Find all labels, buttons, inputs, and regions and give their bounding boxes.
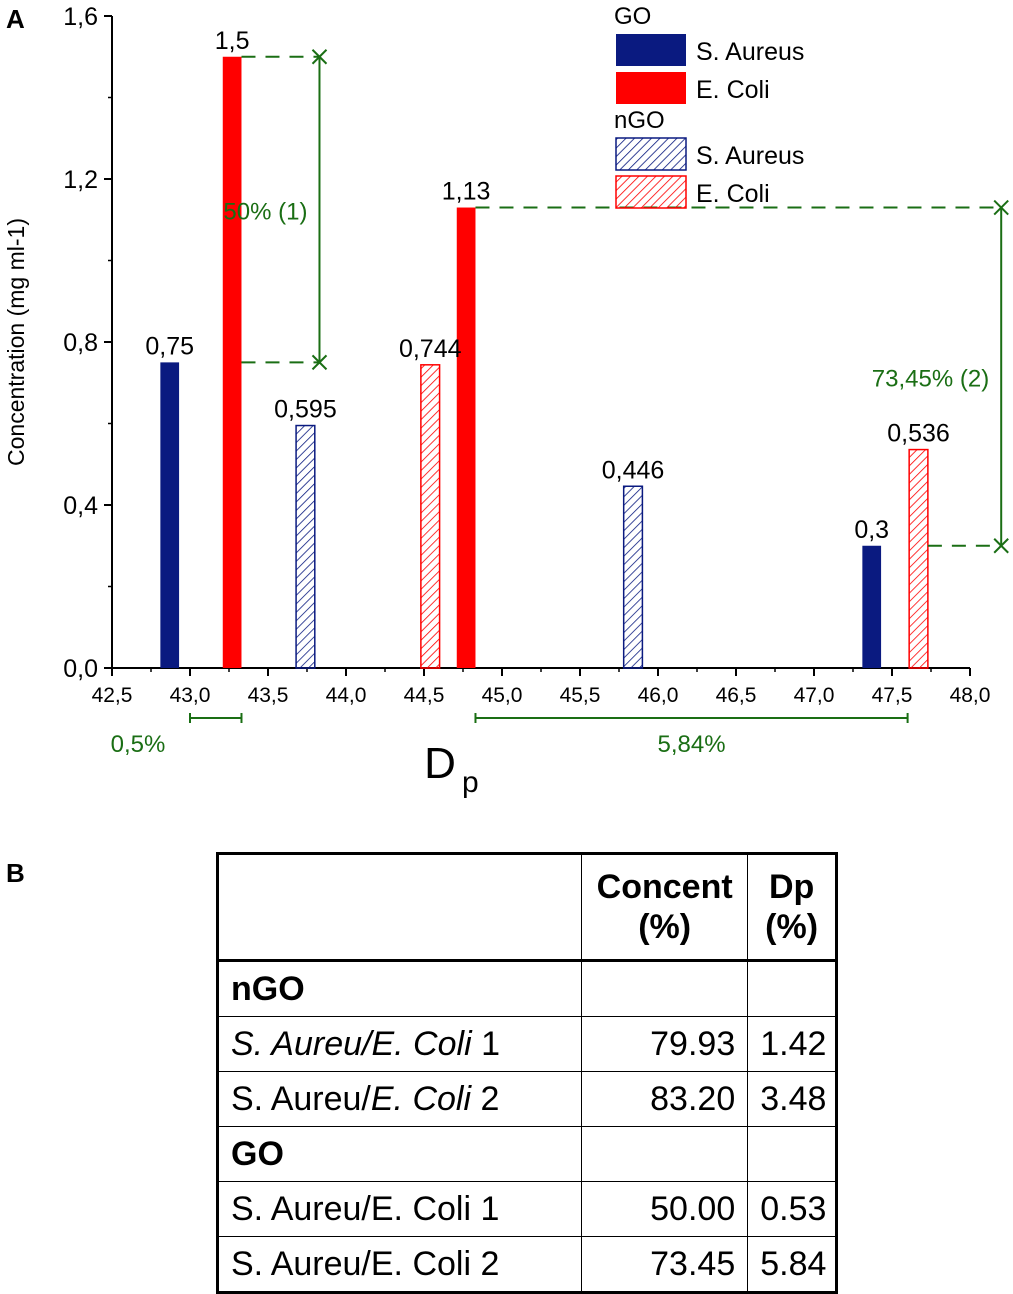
legend-swatch xyxy=(616,72,686,104)
table-group-row: GO xyxy=(216,1126,837,1182)
table-row: S. Aureu/E. Coli 2 73.45 5.84 xyxy=(216,1236,837,1293)
annotation-marker xyxy=(311,354,328,371)
legend-entry-label: E. Coli xyxy=(696,76,770,104)
y-tick-label: 0,8 xyxy=(63,329,98,357)
x-axis-label-subscript: p xyxy=(462,766,479,799)
bar xyxy=(622,485,644,669)
annotation-label: 5,84% xyxy=(658,731,726,758)
dp-value: 0.53 xyxy=(747,1181,837,1237)
y-tick-label: 1,6 xyxy=(63,3,98,31)
bar-value-label: 0,3 xyxy=(854,516,889,544)
bar xyxy=(160,362,180,668)
table-group-row: nGO xyxy=(216,960,837,1017)
row-label: S. Aureu/E. Coli 1 xyxy=(216,1016,583,1072)
bar-value-label: 0,536 xyxy=(887,420,950,448)
bar xyxy=(456,207,476,668)
annotation-marker xyxy=(993,199,1009,216)
results-table: Concent (%) Dp (%) nGO S. Aureu/E. Coli … xyxy=(216,852,838,1294)
legend-entry-label: S. Aureus xyxy=(696,38,804,66)
annotation-marker xyxy=(993,538,1009,554)
panel-a-label: A xyxy=(6,4,25,34)
dp-value: 3.48 xyxy=(747,1071,837,1127)
x-axis-label: D xyxy=(424,739,456,788)
table-header-empty xyxy=(216,853,583,962)
bar-chart: 0,0 0,4 0,8 1,2 1,6 42,5 43,0 43,5 44,0 44,5 45,0 4… xyxy=(3,3,1009,799)
x-tick-label: 48,0 xyxy=(950,684,991,707)
bar-value-label: 0,75 xyxy=(145,332,194,360)
bar xyxy=(420,364,441,669)
legend-entry-label: E. Coli xyxy=(696,180,770,208)
legend-swatch xyxy=(615,175,687,209)
y-tick-label: 1,2 xyxy=(63,166,98,194)
concent-value: 83.20 xyxy=(581,1071,749,1127)
y-tick-label: 0,0 xyxy=(63,655,98,683)
concent-value: 50.00 xyxy=(581,1181,749,1237)
x-tick-label: 46,0 xyxy=(638,684,679,707)
row-label: S. Aureu/E. Coli 1 xyxy=(216,1181,583,1237)
table-row: S. Aureu/E. Coli 1 50.00 0.53 xyxy=(216,1181,837,1237)
legend-entry-label: S. Aureus xyxy=(696,142,804,170)
concent-value: 73.45 xyxy=(581,1236,749,1293)
concent-value: 79.93 xyxy=(581,1016,749,1072)
annotation-label: 50% (1) xyxy=(223,199,307,226)
bar-value-label: 0,744 xyxy=(399,335,462,363)
table-header-concent: Concent (%) xyxy=(581,853,749,962)
bar-value-label: 1,13 xyxy=(442,178,491,206)
x-tick-label: 46,5 xyxy=(716,684,757,707)
y-tick-label: 0,4 xyxy=(63,492,98,520)
bar-value-label: 0,595 xyxy=(274,396,337,424)
table-row: S. Aureu/E. Coli 1 79.93 1.42 xyxy=(216,1016,837,1072)
annotation-label: 73,45% (2) xyxy=(872,366,989,393)
annotation-marker xyxy=(311,49,328,65)
annotation-label: 0,5% xyxy=(111,731,166,758)
bar xyxy=(908,448,929,669)
bar-value-label: 0,446 xyxy=(602,456,665,484)
bar xyxy=(222,56,242,668)
legend-swatch xyxy=(616,34,686,66)
x-tick-label: 43,0 xyxy=(170,684,211,707)
x-tick-label: 44,0 xyxy=(326,684,367,707)
legend-group-title: nGO xyxy=(614,107,665,134)
group-label-ngo: nGO xyxy=(216,960,583,1017)
x-tick-label: 43,5 xyxy=(248,684,289,707)
x-tick-label: 45,0 xyxy=(482,684,523,707)
x-tick-label: 47,5 xyxy=(872,684,913,707)
bar xyxy=(862,545,882,668)
legend-swatch xyxy=(615,137,687,171)
table-header-dp: Dp (%) xyxy=(747,853,837,962)
table-header-row: Concent (%) Dp (%) xyxy=(216,853,837,962)
bar xyxy=(295,424,316,669)
legend-group-title: GO xyxy=(614,3,651,30)
bar-value-label: 1,5 xyxy=(215,27,250,55)
x-tick-label: 45,5 xyxy=(560,684,601,707)
x-tick-label: 44,5 xyxy=(404,684,445,707)
group-label-go: GO xyxy=(216,1126,583,1182)
x-tick-label: 42,5 xyxy=(92,684,133,707)
panel-b-label: B xyxy=(6,858,25,888)
x-tick-label: 47,0 xyxy=(794,684,835,707)
table-row: S. Aureu/E. Coli 2 83.20 3.48 xyxy=(216,1071,837,1127)
dp-value: 5.84 xyxy=(747,1236,837,1293)
row-label: S. Aureu/E. Coli 2 xyxy=(216,1071,583,1127)
dp-value: 1.42 xyxy=(747,1016,837,1072)
y-axis-label: Concentration (mg ml-1) xyxy=(3,218,29,466)
row-label: S. Aureu/E. Coli 2 xyxy=(216,1236,583,1293)
